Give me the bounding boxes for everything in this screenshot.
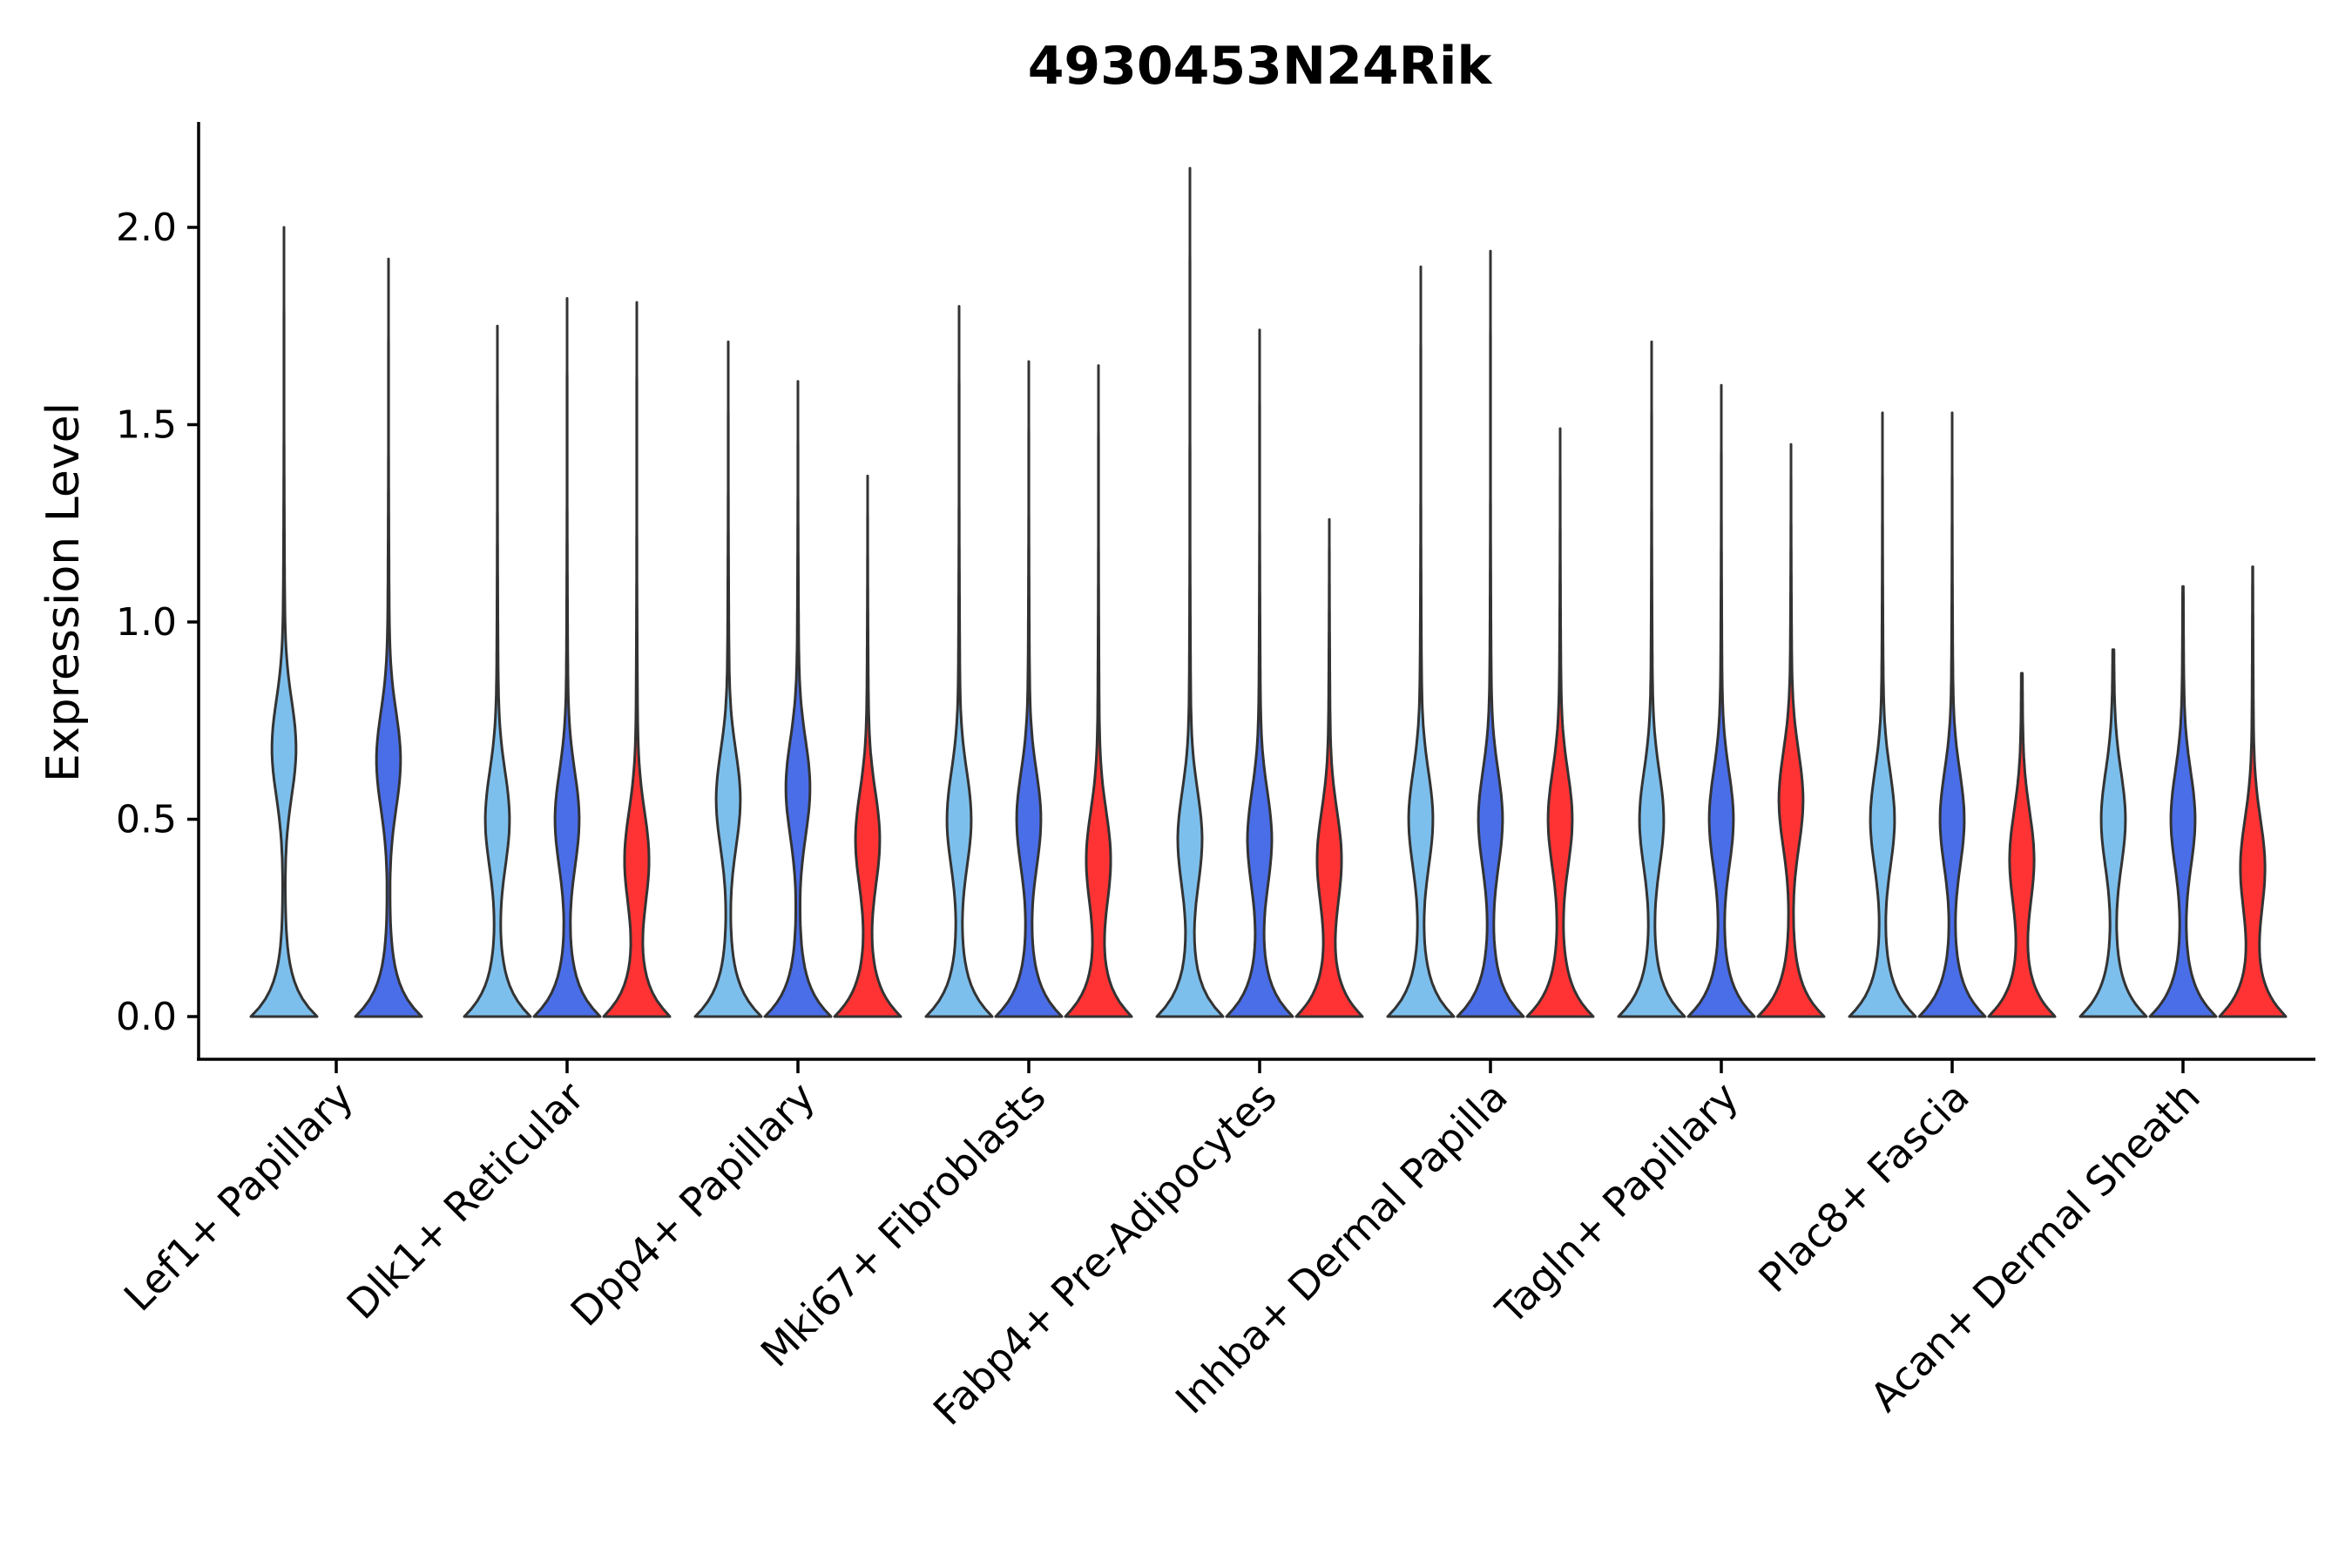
violin-2-1 <box>463 324 532 1018</box>
violin-9-1 <box>2078 648 2148 1018</box>
violin-7-1 <box>1617 340 1686 1018</box>
violin-5-1 <box>1155 166 1225 1018</box>
violin-9-2 <box>2148 585 2218 1018</box>
violin-6-1 <box>1386 265 1456 1018</box>
violin-2-2 <box>532 297 602 1018</box>
y-tick-label: 2.0 <box>116 206 177 250</box>
violin-4-2 <box>994 360 1064 1018</box>
violin-7-3 <box>1756 443 1826 1018</box>
violin-3-1 <box>693 340 763 1018</box>
violin-1-2 <box>354 257 423 1018</box>
y-tick-label: 0.5 <box>116 798 177 842</box>
violin-9-3 <box>2218 565 2288 1018</box>
y-tick-label: 1.0 <box>116 600 177 645</box>
violin-6-2 <box>1456 249 1525 1018</box>
y-tick-label: 0.0 <box>116 995 177 1039</box>
violin-3-2 <box>763 380 833 1018</box>
x-tick-label: Dpp4+ Papillary <box>562 1073 824 1335</box>
violin-5-3 <box>1294 517 1364 1018</box>
y-tick-label: 1.5 <box>116 403 177 448</box>
violin-2-3 <box>602 301 672 1018</box>
violin-8-1 <box>1848 411 1917 1018</box>
y-ticks: 0.0 0.5 1.0 1.5 2.0 <box>116 206 199 1039</box>
violins-layer <box>249 166 2288 1018</box>
chart-title: 4930453N24Rik <box>1028 36 1494 97</box>
violin-6-3 <box>1525 427 1595 1018</box>
violin-8-2 <box>1917 411 1987 1018</box>
violin-8-3 <box>1987 672 2057 1018</box>
x-tick-label: Tagln+ Papillary <box>1486 1073 1747 1335</box>
x-tick-label: Plac8+ Fascia <box>1749 1073 1977 1301</box>
violin-3-3 <box>833 474 902 1018</box>
violin-5-2 <box>1225 328 1294 1018</box>
y-axis-label: Expression Level <box>37 402 90 782</box>
violin-7-2 <box>1686 383 1756 1018</box>
x-tick-label: Dlk1+ Reticular <box>338 1073 593 1328</box>
x-tick-label: Lef1+ Papillary <box>115 1073 362 1321</box>
violin-4-3 <box>1064 364 1133 1018</box>
violin-1-1 <box>249 226 319 1018</box>
violin-4-1 <box>924 305 994 1018</box>
